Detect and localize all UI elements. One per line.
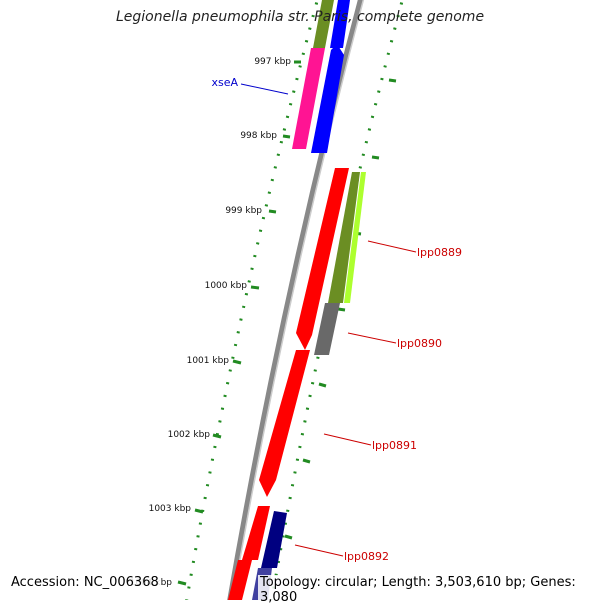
gene-label-lpp0890: lpp0890: [397, 337, 442, 350]
feature-lime: [344, 172, 366, 303]
feature-red-3: [242, 506, 270, 560]
feature-olive-top: [313, 0, 334, 48]
gene-label-xsea: xseA: [211, 76, 238, 89]
gene-label-lpp0891: lpp0891: [372, 439, 417, 452]
tick-label: 997 kbp: [254, 57, 291, 67]
gene-label-lpp0892: lpp0892: [344, 550, 389, 563]
genome-backbone: [227, 0, 363, 600]
inner-tick-ring: [185, 0, 319, 600]
outer-major-ticks: [284, 78, 397, 540]
feature-olive: [328, 172, 360, 303]
feature-red-4: [228, 560, 252, 600]
tick-label: 1001 kbp: [187, 356, 230, 366]
accession-label: Accession: NC_006368: [9, 575, 161, 590]
map-title: Legionella pneumophila str. Paris, compl…: [115, 9, 485, 25]
tick-label: 1000 kbp: [205, 281, 248, 291]
feature-blue-top: [330, 0, 350, 48]
backbone-highlight: [231, 0, 365, 600]
tick-label: 1002 kbp: [168, 430, 211, 440]
tick-label: 1003 kbp: [149, 504, 192, 514]
feature-gray: [314, 303, 340, 355]
gene-label-lpp0889: lpp0889: [417, 246, 462, 259]
feature-red-2: [259, 350, 310, 497]
tick-label: 998 kbp: [240, 131, 277, 141]
feature-blue-xsea: [311, 44, 344, 153]
feature-magenta: [292, 48, 325, 149]
major-ticks: [177, 60, 301, 586]
topology-summary: Topology: circular; Length: 3,503,610 bp…: [258, 575, 600, 605]
tick-label: 999 kbp: [225, 206, 262, 216]
feature-red-1: [296, 168, 349, 350]
feature-navy: [261, 511, 287, 568]
gene-label-lines: [240, 83, 417, 557]
gene-labels: xseA lpp0889 lpp0890 lpp0891 lpp0892: [211, 76, 462, 563]
